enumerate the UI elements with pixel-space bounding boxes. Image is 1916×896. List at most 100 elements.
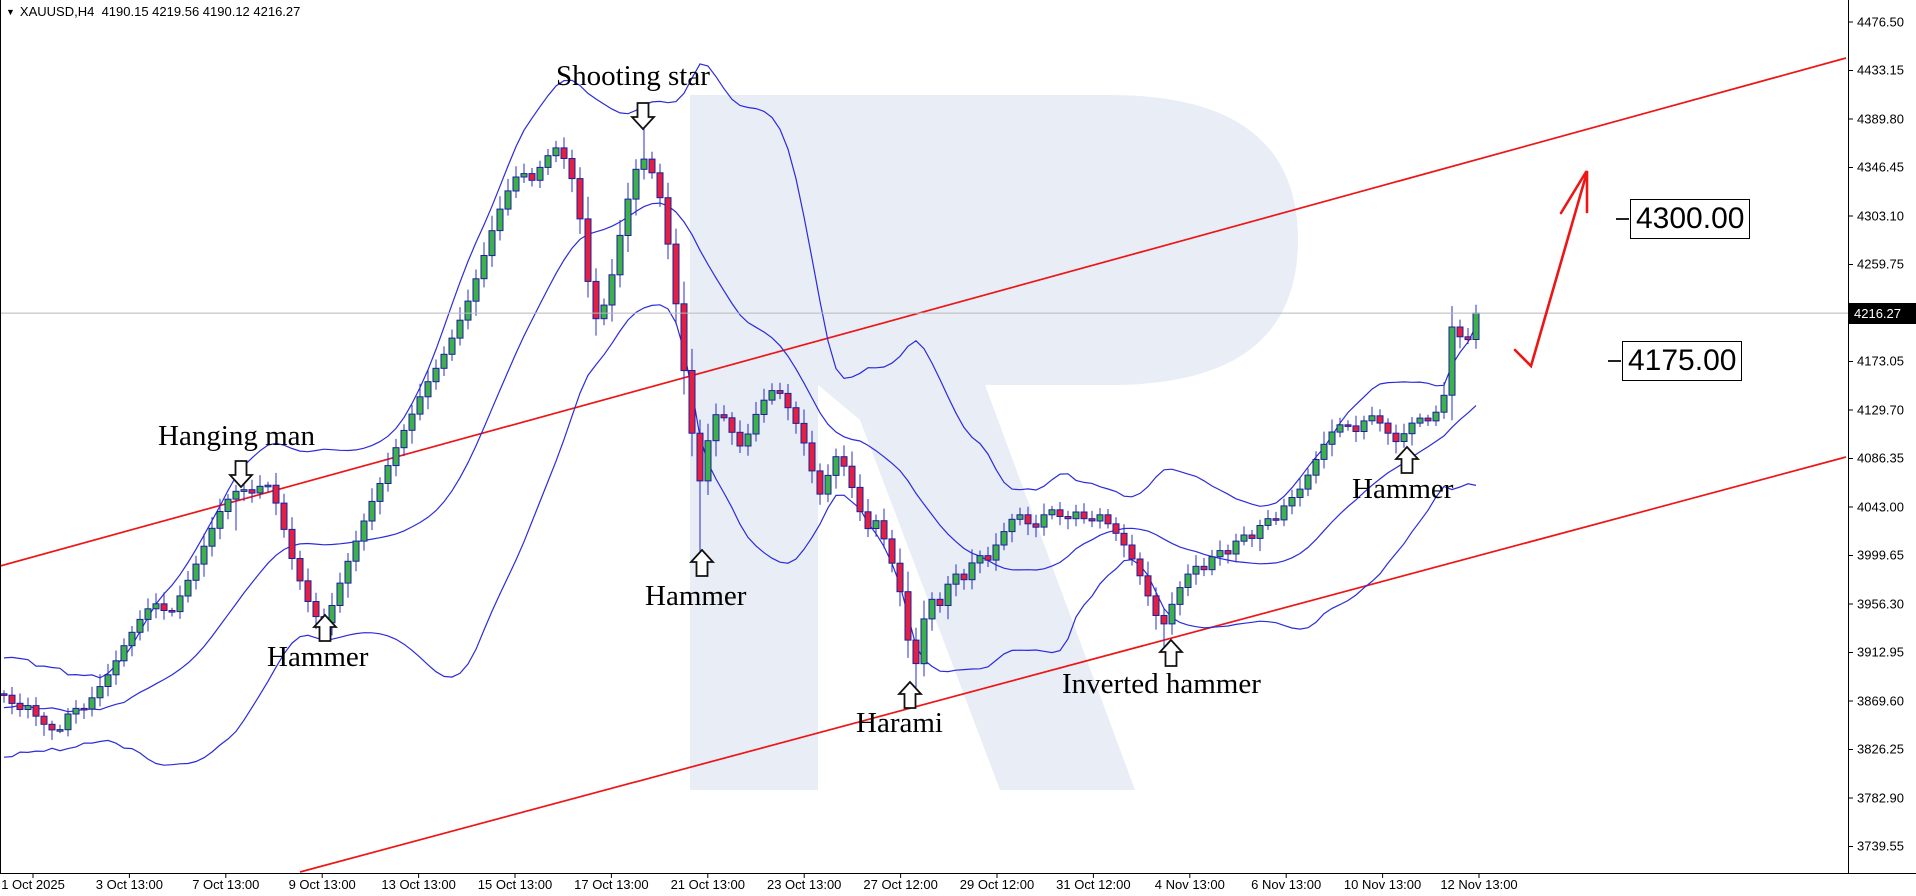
bear-candle[interactable] <box>16 702 24 710</box>
bear-candle[interactable] <box>1464 336 1472 341</box>
bull-candle[interactable] <box>600 304 608 320</box>
bull-candle[interactable] <box>704 440 712 482</box>
bear-candle[interactable] <box>784 392 792 409</box>
bear-candle[interactable] <box>312 601 320 618</box>
up-arrow-icon[interactable] <box>1393 445 1421 480</box>
bear-candle[interactable] <box>1144 575 1152 597</box>
annotation-hammer-right[interactable]: Hammer <box>1352 473 1454 505</box>
bear-candle[interactable] <box>1088 518 1096 522</box>
bull-candle[interactable] <box>384 465 392 485</box>
bear-candle[interactable] <box>664 197 672 245</box>
bull-candle[interactable] <box>432 367 440 383</box>
bull-candle[interactable] <box>456 319 464 339</box>
date-axis-label[interactable]: 31 Oct 12:00 <box>1056 877 1131 892</box>
bull-candle[interactable] <box>1320 443 1328 460</box>
bull-candle[interactable] <box>536 166 544 181</box>
bear-candle[interactable] <box>888 538 896 564</box>
date-axis-label[interactable]: 9 Oct 13:00 <box>288 877 356 892</box>
date-axis-label[interactable]: 7 Oct 13:00 <box>192 877 260 892</box>
bear-candle[interactable] <box>648 158 656 174</box>
bull-candle[interactable] <box>624 198 632 237</box>
bull-candle[interactable] <box>96 686 104 699</box>
bear-candle[interactable] <box>848 465 856 489</box>
bull-candle[interactable] <box>448 337 456 355</box>
date-axis-label[interactable]: 4 Nov 13:00 <box>1154 877 1225 892</box>
bear-candle[interactable] <box>984 555 992 561</box>
bull-candle[interactable] <box>968 562 976 581</box>
bear-candle[interactable] <box>1376 415 1384 424</box>
bear-candle[interactable] <box>808 442 816 472</box>
bull-candle[interactable] <box>1448 326 1456 396</box>
bear-candle[interactable] <box>168 610 176 613</box>
band-lower[interactable] <box>3 304 1477 766</box>
bull-candle[interactable] <box>768 390 776 401</box>
bear-candle[interactable] <box>1064 516 1072 520</box>
bear-candle[interactable] <box>1344 424 1352 427</box>
bull-candle[interactable] <box>928 598 936 620</box>
bull-candle[interactable] <box>1072 511 1080 520</box>
bear-candle[interactable] <box>728 417 736 433</box>
bear-candle[interactable] <box>912 639 920 665</box>
date-axis-label[interactable]: 27 Oct 12:00 <box>863 877 938 892</box>
bull-candle[interactable] <box>992 544 1000 561</box>
bull-candle[interactable] <box>1312 459 1320 476</box>
bull-candle[interactable] <box>88 697 96 710</box>
bull-candle[interactable] <box>360 520 368 542</box>
bull-candle[interactable] <box>1208 556 1216 571</box>
bull-candle[interactable] <box>1216 550 1224 558</box>
bull-candle[interactable] <box>608 274 616 306</box>
bull-candle[interactable] <box>1192 565 1200 575</box>
channel-lower[interactable] <box>299 456 1847 873</box>
bull-candle[interactable] <box>208 527 216 547</box>
bear-candle[interactable] <box>720 414 728 419</box>
bull-candle[interactable] <box>104 674 112 687</box>
bull-candle[interactable] <box>1232 540 1240 555</box>
bull-candle[interactable] <box>144 608 152 620</box>
bear-candle[interactable] <box>792 407 800 424</box>
bear-candle[interactable] <box>1456 326 1464 338</box>
bull-candle[interactable] <box>1280 505 1288 521</box>
bull-candle[interactable] <box>72 707 80 715</box>
annotation-hanging-man[interactable]: Hanging man <box>158 420 316 452</box>
bear-candle[interactable] <box>48 723 56 731</box>
bear-candle[interactable] <box>1136 558 1144 577</box>
bear-candle[interactable] <box>680 303 688 372</box>
bear-candle[interactable] <box>1104 514 1112 525</box>
bear-candle[interactable] <box>936 598 944 606</box>
bull-candle[interactable] <box>616 234 624 276</box>
bull-candle[interactable] <box>520 173 528 178</box>
band-middle[interactable] <box>3 202 1477 713</box>
bear-candle[interactable] <box>1080 511 1088 520</box>
bull-candle[interactable] <box>760 399 768 416</box>
bull-candle[interactable] <box>1240 534 1248 542</box>
bear-candle[interactable] <box>304 580 312 602</box>
bull-candle[interactable] <box>832 456 840 476</box>
bull-candle[interactable] <box>496 208 504 232</box>
bear-candle[interactable] <box>656 172 664 199</box>
bear-candle[interactable] <box>1128 544 1136 560</box>
bull-candle[interactable] <box>640 158 648 170</box>
bear-candle[interactable] <box>1392 432 1400 443</box>
bull-candle[interactable] <box>824 474 832 495</box>
date-axis-label[interactable]: 1 Oct 2025 <box>1 877 65 892</box>
bull-candle[interactable] <box>1440 394 1448 413</box>
bull-candle[interactable] <box>744 433 752 447</box>
up-arrow-icon[interactable] <box>311 613 339 648</box>
bear-candle[interactable] <box>1248 534 1256 539</box>
date-axis-label[interactable]: 10 Nov 13:00 <box>1343 877 1422 892</box>
bear-candle[interactable] <box>1120 532 1128 546</box>
bear-candle[interactable] <box>248 489 256 494</box>
bull-candle[interactable] <box>1328 431 1336 445</box>
bull-candle[interactable] <box>424 381 432 398</box>
bull-candle[interactable] <box>1368 415 1376 422</box>
bull-candle[interactable] <box>176 595 184 613</box>
bull-candle[interactable] <box>712 414 720 442</box>
bull-candle[interactable] <box>1400 433 1408 443</box>
bull-candle[interactable] <box>336 582 344 606</box>
bull-candle[interactable] <box>376 483 384 502</box>
bull-candle[interactable] <box>1176 587 1184 605</box>
bear-candle[interactable] <box>160 603 168 611</box>
bear-candle[interactable] <box>1352 425 1360 432</box>
bull-candle[interactable] <box>1408 422 1416 435</box>
bull-candle[interactable] <box>1304 474 1312 490</box>
